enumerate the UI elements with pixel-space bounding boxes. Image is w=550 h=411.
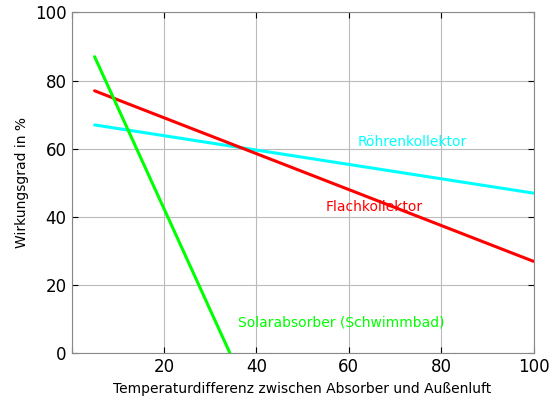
Text: Flachkollektor: Flachkollektor — [326, 200, 423, 214]
Y-axis label: Wirkungsgrad in %: Wirkungsgrad in % — [15, 118, 30, 248]
Text: Solarabsorber (Schwimmbad): Solarabsorber (Schwimmbad) — [238, 316, 444, 330]
X-axis label: Temperaturdifferenz zwischen Absorber und Außenluft: Temperaturdifferenz zwischen Absorber un… — [113, 382, 492, 396]
Text: Röhrenkollektor: Röhrenkollektor — [358, 135, 467, 149]
